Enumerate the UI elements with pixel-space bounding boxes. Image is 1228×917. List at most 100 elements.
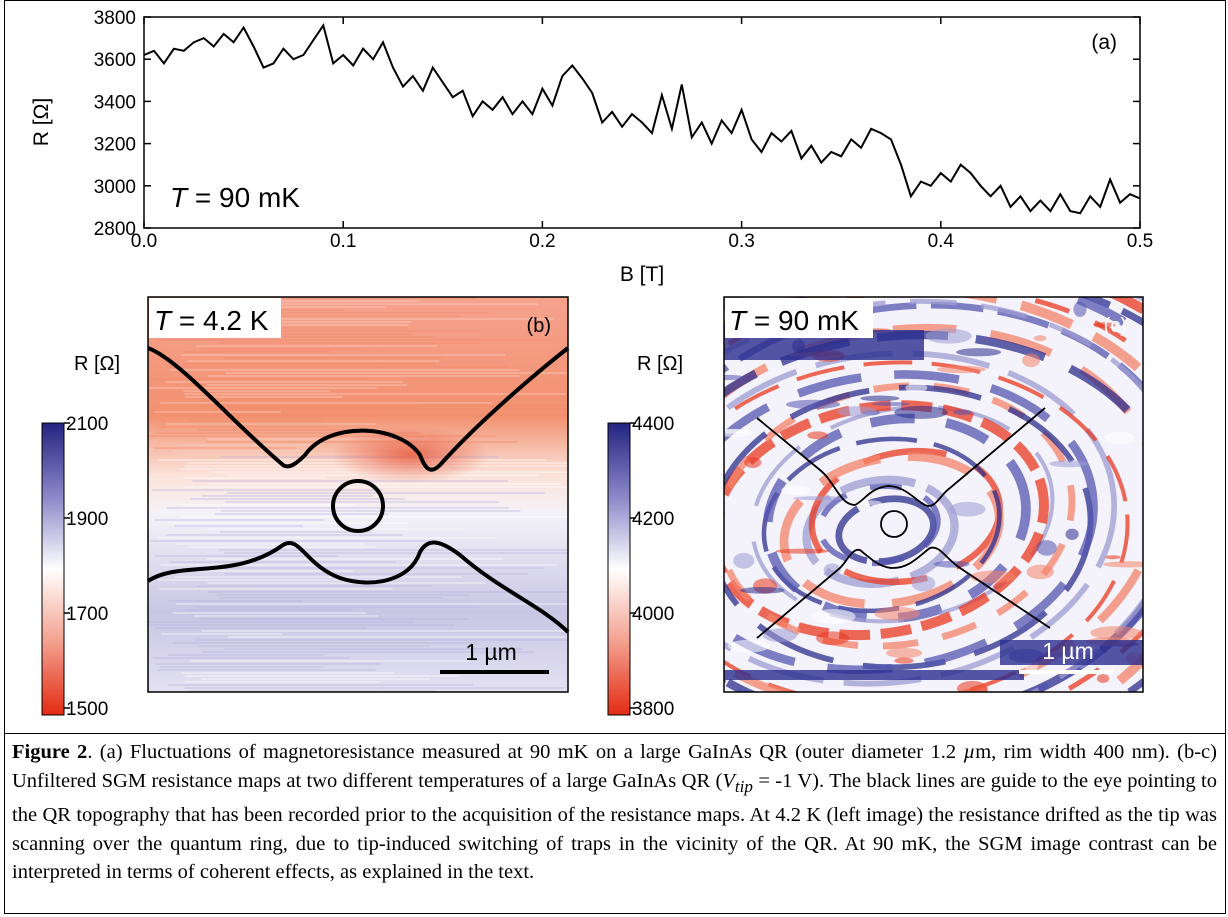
panel-b-colorbar: R [Ω] 2100 1900 1700 1500: [41, 353, 120, 720]
panel-b-scan-streak: [172, 642, 478, 644]
panel-b-scan-streak: [226, 330, 481, 332]
panel-c-speckle: [1033, 335, 1047, 342]
panel-b-temperature-value: = 4.2 K: [171, 305, 269, 336]
panel-b-scan-streak: [185, 681, 381, 683]
panel-c-speckle: [874, 606, 921, 621]
panel-c-speckle: [949, 501, 986, 517]
panel-b-qr-outline-bottom: [146, 540, 570, 634]
panel-b-label: (b): [527, 315, 551, 337]
panel-b-colorbar-tick-label: 2100: [66, 414, 108, 435]
panel-b-scan-streak: [224, 357, 442, 359]
panel-c-speckle: [956, 348, 1002, 357]
panel-a-temperature-symbol: T: [170, 182, 189, 213]
panel-b-scan-streak: [154, 411, 281, 413]
panel-c-speckle: [1049, 460, 1089, 468]
panel-b-colorbar-label: R [Ω]: [74, 353, 120, 375]
panel-b-scan-streak: [160, 402, 493, 404]
panel-b-scan-streak: [218, 549, 568, 551]
panel-a-x-ticks: 0.0 0.1 0.2 0.3 0.4 0.5: [131, 17, 1153, 252]
panel-a-resistance-trace: [143, 23, 1141, 215]
panel-b-qr-ring: [331, 479, 385, 533]
panel-a-y-tick-label: 3800: [94, 8, 136, 29]
panel-c-speckle: [1073, 301, 1087, 317]
panel-b-scan-streak: [201, 327, 406, 329]
panel-b-scan-streak: [172, 450, 302, 452]
panel-b-scan-streak: [207, 375, 520, 377]
panel-b-temperature-symbol: T: [154, 305, 173, 336]
panel-c-colorbar-ticks: 4400 4200 4000 3800: [630, 414, 674, 720]
panel-c-speckle: [1105, 431, 1135, 444]
panel-a-y-tick-label: 2800: [94, 219, 136, 240]
panel-a-y-tick-label: 3000: [94, 177, 136, 198]
panel-b-scan-streak: [170, 561, 396, 563]
caption-part-1: . (a) Fluctuations of magnetoresistance …: [87, 741, 964, 763]
panel-a-x-tick-label: 0.5: [1127, 231, 1153, 252]
panel-c-speckle: [733, 552, 755, 569]
panel-b-scan-streak: [207, 582, 486, 584]
panel-a-y-tick-label: 3600: [94, 50, 136, 71]
panel-c-speckle: [859, 500, 882, 506]
panel-c-speckle: [807, 431, 828, 440]
panel-b-scan-streak: [166, 366, 510, 368]
panel-c-speckle: [823, 563, 841, 577]
figure-frame: [4, 0, 1226, 914]
panel-b-scan-streak: [187, 360, 440, 362]
panel-b-temperature-box: [149, 298, 281, 338]
panel-b-scan-streak: [209, 336, 436, 338]
panel-a-label: (a): [1091, 31, 1117, 54]
panel-b-scan-streak: [201, 678, 429, 680]
panel-b-scan-streak: [180, 354, 506, 356]
panel-b-scan-streak: [161, 633, 283, 635]
panel-b-scan-streak: [168, 684, 474, 686]
panel-b-scan-streak: [166, 423, 376, 425]
panel-b-scan-streak: [181, 516, 568, 518]
panel-b-scan-streak: [176, 444, 320, 446]
panel-b-scan-streak: [184, 393, 567, 395]
panel-b-scan-streak: [217, 594, 470, 596]
panel-c-qr-outline-bottom: [756, 546, 1051, 639]
panel-c-speckle: [785, 399, 841, 410]
panel-b-scan-streak: [158, 537, 497, 539]
panel-b-scan-streak: [184, 687, 565, 689]
panel-b-scan-streak: [193, 615, 379, 617]
panel-b-scan-streak: [227, 636, 568, 638]
panel-b-sgm-map-4.2K: T = 4.2 K (b) 1 µm: [146, 296, 570, 693]
panel-b-scan-streak: [159, 588, 393, 590]
panel-b-scan-streak: [154, 447, 296, 449]
panel-c-speckle: [886, 647, 923, 659]
panel-c-speckle: [956, 680, 988, 692]
panel-b-scan-streak: [167, 600, 303, 602]
panel-c-speckle: [1105, 555, 1121, 560]
panel-c-speckle: [911, 575, 936, 592]
panel-b-scan-streak: [184, 363, 436, 365]
panel-b-scan-streak: [224, 501, 500, 503]
panel-b-scan-streak: [157, 579, 395, 581]
panel-a-x-tick-label: 0.0: [131, 231, 157, 252]
panel-b-scan-streak: [192, 315, 460, 317]
panel-b-scan-streak: [165, 534, 403, 536]
panel-b-qr-outline-top: [147, 346, 570, 472]
panel-b-resistance-map: [148, 297, 568, 692]
panel-c-speckle: [871, 401, 910, 407]
panel-c-temperature-value: = 90 mK: [746, 305, 859, 336]
panel-b-colorbar-ticks: 2100 1900 1700 1500: [64, 414, 108, 720]
panel-a-x-tick-label: 0.2: [529, 231, 555, 252]
panel-b-scan-streak: [172, 612, 366, 614]
caption-divider: [4, 733, 1226, 734]
panel-b-scan-streak: [219, 399, 420, 401]
panel-c-speckle: [811, 609, 856, 625]
panel-c-interference-fringe: [724, 400, 1049, 641]
panel-b-scan-streak: [155, 627, 367, 629]
panel-b-scan-streak: [187, 690, 434, 692]
panel-b-scan-streak: [225, 372, 568, 374]
panel-c-speckle: [1022, 353, 1040, 368]
panel-a-x-tick-label: 0.3: [728, 231, 754, 252]
panel-c-qr-outline-top: [756, 407, 1046, 507]
panel-b-scan-streak: [166, 312, 489, 314]
panel-c-speckle: [762, 628, 798, 643]
panel-b-scan-streak: [175, 603, 568, 605]
panel-c-speckle: [744, 457, 762, 469]
panel-a-x-tick-label: 0.4: [928, 231, 955, 252]
panel-b-scan-streak: [214, 414, 568, 416]
figure-2: 0.0 0.1 0.2 0.3 0.4 0.5 2800 3000 3200 3400 3600 3…: [30, 8, 1153, 720]
